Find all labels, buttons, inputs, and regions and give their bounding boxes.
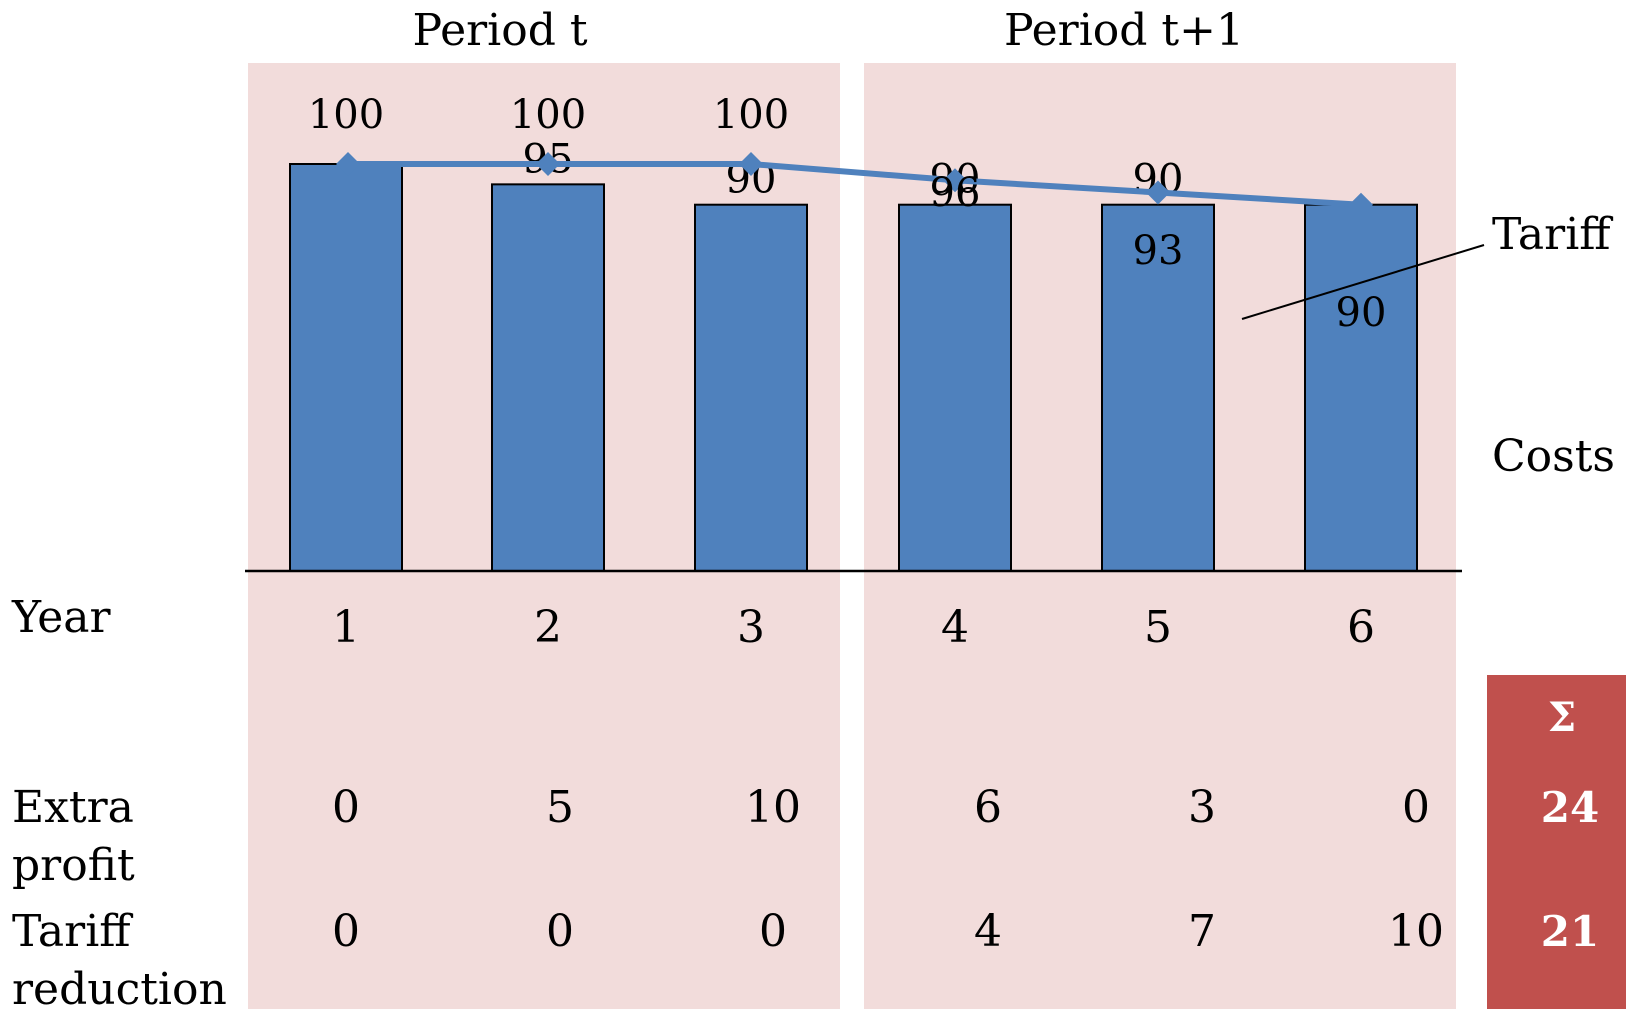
year-tick-2: 2 — [534, 602, 562, 653]
row-label-line: reduction — [12, 964, 227, 1009]
tariff-marker-5 — [1146, 180, 1170, 205]
tariff-marker-6 — [1349, 192, 1373, 217]
table-cell: 3 — [1188, 782, 1216, 833]
legend-costs: Costs — [1492, 431, 1615, 482]
table-cell: 0 — [332, 906, 360, 957]
row-label-line: Extra — [12, 782, 134, 833]
sum-symbol: Σ — [1548, 694, 1576, 741]
tariff-marker-1 — [336, 152, 360, 176]
cost-bar-2 — [491, 183, 605, 572]
row-sum: 21 — [1541, 907, 1599, 956]
year-tick-3: 3 — [737, 602, 765, 653]
table-cell: 0 — [546, 906, 574, 957]
tariff-label-5: 93 — [1133, 228, 1184, 274]
tariff-marker-4 — [943, 168, 967, 193]
row-label-line: Tariff — [12, 906, 133, 957]
table-cell: 7 — [1188, 906, 1216, 957]
tariff-label-4: 96 — [930, 170, 981, 216]
year-row-label: Year — [11, 592, 111, 643]
period-t-title: Period t — [412, 5, 587, 56]
table-cell: 6 — [974, 782, 1002, 833]
cost-bars — [289, 163, 1418, 572]
cost-bar-1 — [289, 163, 403, 572]
tariff-marker-3 — [739, 152, 763, 176]
table-cell: 0 — [1402, 782, 1430, 833]
tariff-label-2: 100 — [510, 92, 586, 138]
tariff-callout-line — [1241, 244, 1485, 320]
cost-bar-6 — [1304, 203, 1418, 572]
tariff-label-3: 100 — [713, 92, 789, 138]
table-row: Extra profit 0 5 10 6 3 0 24 — [12, 782, 1599, 891]
year-tick-1: 1 — [332, 602, 360, 653]
sum-column — [1487, 675, 1626, 1009]
summary-table: Extra profit 0 5 10 6 3 0 24 Tariff reduction 0 0 0 4 7… — [12, 782, 1599, 1009]
cost-bar-3 — [694, 203, 808, 572]
row-sum: 24 — [1541, 783, 1599, 832]
table-cell: 0 — [759, 906, 787, 957]
cost-bar-4 — [898, 203, 1012, 572]
tariff-label-1: 100 — [308, 92, 384, 138]
table-cell: 0 — [332, 782, 360, 833]
period-t1-title: Period t+1 — [1004, 5, 1244, 56]
table-cell: 5 — [546, 782, 574, 833]
table-row: Tariff reduction 0 0 0 4 7 10 21 — [12, 906, 1599, 1009]
year-tick-6: 6 — [1347, 602, 1375, 653]
tariff-series — [336, 152, 1373, 217]
table-cell: 10 — [1388, 906, 1444, 957]
tariff-marker-2 — [536, 152, 560, 176]
legend-tariff: Tariff — [1492, 209, 1613, 260]
table-cell: 10 — [745, 782, 801, 833]
year-tick-labels: 1 2 3 4 5 6 — [332, 602, 1375, 653]
tariff-labels: 100 100 100 96 93 90 — [308, 92, 1387, 336]
cost-bar-5 — [1101, 203, 1215, 572]
year-tick-5: 5 — [1144, 602, 1172, 653]
tariff-label-6: 90 — [1336, 290, 1387, 336]
tariff-line — [348, 161, 1362, 208]
table-cell: 4 — [974, 906, 1002, 957]
year-tick-4: 4 — [941, 602, 969, 653]
row-label-line: profit — [12, 840, 135, 891]
